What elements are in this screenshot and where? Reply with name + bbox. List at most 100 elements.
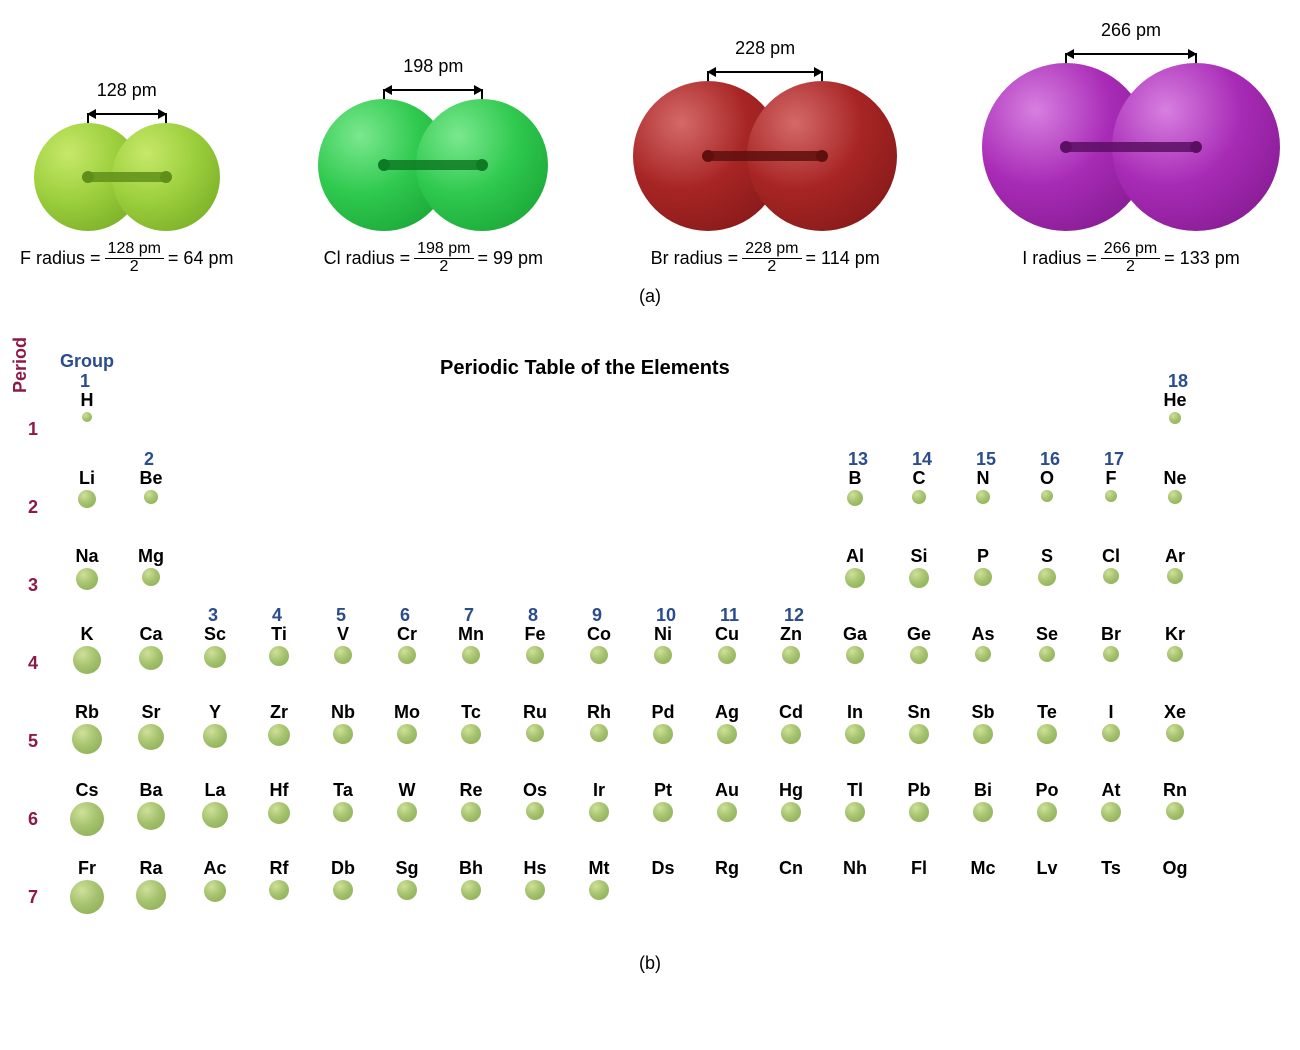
- radius-formula: I radius =266 pm2= 133 pm: [1022, 241, 1239, 276]
- nucleus-dot: [1060, 141, 1072, 153]
- distance-arrow: [982, 45, 1280, 63]
- element-symbol: Br: [1101, 625, 1121, 643]
- atomic-radius-dot: [333, 724, 353, 744]
- element-symbol: Cl: [1102, 547, 1120, 565]
- element-cell-Xe: Xe: [1144, 703, 1206, 742]
- element-cell-Nb: Nb: [312, 703, 374, 744]
- element-symbol: V: [337, 625, 349, 643]
- element-cell-Sr: Sr: [120, 703, 182, 750]
- element-symbol: Hf: [270, 781, 289, 799]
- element-symbol: N: [977, 469, 990, 487]
- atomic-radius-dot: [268, 724, 290, 746]
- element-symbol: Kr: [1165, 625, 1185, 643]
- atomic-radius-dot: [589, 802, 609, 822]
- atomic-radius-dot: [70, 802, 104, 836]
- element-cell-F: F: [1080, 469, 1142, 502]
- element-cell-At: At: [1080, 781, 1142, 822]
- element-symbol: Rg: [715, 859, 739, 877]
- element-symbol: Nh: [843, 859, 867, 877]
- element-symbol: Hg: [779, 781, 803, 799]
- atomic-radius-dot: [526, 802, 544, 820]
- element-cell-Pb: Pb: [888, 781, 950, 822]
- atomic-radius-dot: [142, 568, 160, 586]
- element-cell-As: As: [952, 625, 1014, 662]
- element-cell-Tl: Tl: [824, 781, 886, 822]
- group-number: 15: [976, 449, 996, 470]
- atomic-radius-dot: [717, 802, 737, 822]
- element-cell-K: K: [56, 625, 118, 674]
- element-symbol: Rn: [1163, 781, 1187, 799]
- atomic-radius-dot: [137, 802, 165, 830]
- element-symbol: I radius =: [1022, 248, 1097, 269]
- element-symbol: He: [1163, 391, 1186, 409]
- element-symbol: Rb: [75, 703, 99, 721]
- element-symbol: Zr: [270, 703, 288, 721]
- element-cell-Ds: Ds: [632, 859, 694, 880]
- element-symbol: O: [1040, 469, 1054, 487]
- group-number: 4: [272, 605, 282, 626]
- element-symbol: Tc: [461, 703, 481, 721]
- atomic-radius-dot: [1166, 802, 1184, 820]
- element-cell-Ca: Ca: [120, 625, 182, 670]
- element-symbol: Br radius =: [651, 248, 739, 269]
- element-cell-Cd: Cd: [760, 703, 822, 744]
- element-cell-I: I: [1080, 703, 1142, 742]
- group-number: 13: [848, 449, 868, 470]
- element-cell-Ts: Ts: [1080, 859, 1142, 880]
- element-symbol: Re: [459, 781, 482, 799]
- atomic-radius-dot: [333, 880, 353, 900]
- group-number: 6: [400, 605, 410, 626]
- element-symbol: Mn: [458, 625, 484, 643]
- element-symbol: Rf: [270, 859, 289, 877]
- element-cell-Cl: Cl: [1080, 547, 1142, 584]
- distance-label: 266 pm: [1101, 20, 1161, 41]
- atomic-radius-dot: [1166, 724, 1184, 742]
- element-cell-Fe: Fe: [504, 625, 566, 664]
- element-symbol: Y: [209, 703, 221, 721]
- atomic-radius-dot: [975, 646, 991, 662]
- element-cell-Cu: Cu: [696, 625, 758, 664]
- atomic-radius-dot: [718, 646, 736, 664]
- atomic-radius-dot: [1037, 724, 1057, 744]
- atomic-radius-dot: [526, 646, 544, 664]
- element-cell-Pd: Pd: [632, 703, 694, 744]
- atomic-radius-dot: [268, 802, 290, 824]
- bond-bar: [1062, 142, 1200, 152]
- element-symbol: Pd: [651, 703, 674, 721]
- element-cell-N: N: [952, 469, 1014, 504]
- element-symbol: Os: [523, 781, 547, 799]
- atomic-radius-dot: [397, 880, 417, 900]
- element-cell-Mc: Mc: [952, 859, 1014, 880]
- element-cell-Rg: Rg: [696, 859, 758, 880]
- atomic-radius-dot: [973, 802, 993, 822]
- radius-result: = 114 pm: [806, 248, 880, 269]
- atomic-radius-dot: [269, 880, 289, 900]
- group-number: 17: [1104, 449, 1124, 470]
- atomic-radius-dot: [1167, 568, 1183, 584]
- element-symbol: Xe: [1164, 703, 1186, 721]
- bond-bar: [704, 151, 826, 161]
- molecule-Cl: 198 pmCl radius =198 pm2= 99 pm: [318, 56, 548, 276]
- radius-result: = 64 pm: [168, 248, 234, 269]
- atomic-radius-dot: [144, 490, 158, 504]
- atomic-radius-dot: [974, 568, 992, 586]
- element-symbol: Ne: [1163, 469, 1186, 487]
- periodic-table-title: Periodic Table of the Elements: [440, 357, 730, 380]
- atom-pair: [318, 99, 548, 231]
- fraction: 228 pm2: [742, 241, 801, 276]
- element-symbol: Nb: [331, 703, 355, 721]
- atomic-radius-dot: [1102, 724, 1120, 742]
- atomic-radius-dot: [590, 646, 608, 664]
- element-cell-Ra: Ra: [120, 859, 182, 910]
- atomic-radius-dot: [653, 724, 673, 744]
- group-number: 11: [720, 605, 739, 626]
- atomic-radius-dot: [138, 724, 164, 750]
- element-cell-Rh: Rh: [568, 703, 630, 742]
- element-cell-Cn: Cn: [760, 859, 822, 880]
- atomic-radius-dot: [1103, 568, 1119, 584]
- atomic-radius-dot: [397, 802, 417, 822]
- element-symbol: K: [81, 625, 94, 643]
- atomic-radius-dot: [398, 646, 416, 664]
- element-cell-Ru: Ru: [504, 703, 566, 742]
- periodic-table: Period Periodic Table of the ElementsGro…: [34, 337, 1280, 947]
